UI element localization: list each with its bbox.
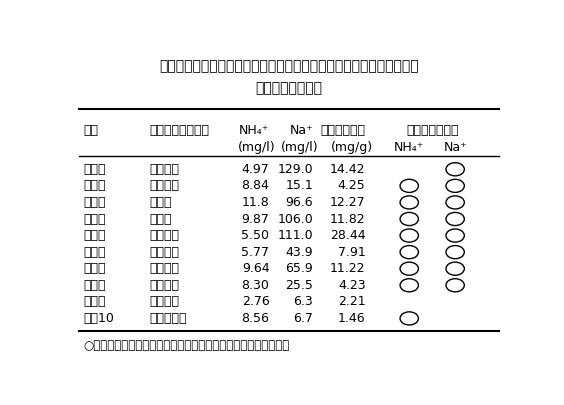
Text: 表２　アンモニウム塩処理・グルタミン酸ソーダ添加が疑われる市販: 表２ アンモニウム塩処理・グルタミン酸ソーダ添加が疑われる市販 bbox=[159, 60, 419, 73]
Text: 11.8: 11.8 bbox=[241, 196, 270, 209]
Text: 6.3: 6.3 bbox=[293, 295, 313, 308]
Text: アミノ酸: アミノ酸 bbox=[149, 278, 179, 291]
Text: (mg/l): (mg/l) bbox=[237, 141, 275, 153]
Text: 129.0: 129.0 bbox=[277, 162, 313, 175]
Text: NH₄⁺: NH₄⁺ bbox=[394, 141, 425, 153]
Text: グルタミン酸: グルタミン酸 bbox=[320, 124, 365, 136]
Text: 抹茶入り: 抹茶入り bbox=[149, 162, 179, 175]
Text: 9.64: 9.64 bbox=[242, 262, 270, 275]
Text: 28.44: 28.44 bbox=[330, 228, 365, 241]
Text: 15.1: 15.1 bbox=[285, 179, 313, 192]
Text: (mg/l): (mg/l) bbox=[281, 141, 319, 153]
Text: 7.91: 7.91 bbox=[338, 245, 365, 258]
Text: ○：アンモニウム塩処理・グルタミン酸ソーダ添加が疑われる茶: ○：アンモニウム塩処理・グルタミン酸ソーダ添加が疑われる茶 bbox=[83, 338, 290, 351]
Text: アミノ酸: アミノ酸 bbox=[149, 262, 179, 275]
Text: 111.0: 111.0 bbox=[277, 228, 313, 241]
Text: 試料６: 試料６ bbox=[83, 245, 106, 258]
Text: 抹茶入り: 抹茶入り bbox=[149, 179, 179, 192]
Text: (mg/g): (mg/g) bbox=[332, 141, 373, 153]
Text: 試料８: 試料８ bbox=[83, 278, 106, 291]
Text: 8.30: 8.30 bbox=[241, 278, 270, 291]
Text: 2.21: 2.21 bbox=[338, 295, 365, 308]
Text: 65.9: 65.9 bbox=[285, 262, 313, 275]
Text: 4.23: 4.23 bbox=[338, 278, 365, 291]
Text: 11.22: 11.22 bbox=[330, 262, 365, 275]
Text: NH₄⁺: NH₄⁺ bbox=[239, 124, 270, 136]
Text: 12.27: 12.27 bbox=[330, 196, 365, 209]
Text: 試料10: 試料10 bbox=[83, 311, 114, 324]
Text: 14.42: 14.42 bbox=[330, 162, 365, 175]
Text: 試料７: 試料７ bbox=[83, 262, 106, 275]
Text: 5.77: 5.77 bbox=[241, 245, 270, 258]
Text: 1.46: 1.46 bbox=[338, 311, 365, 324]
Text: 一切不使用: 一切不使用 bbox=[149, 311, 187, 324]
Text: 試料１: 試料１ bbox=[83, 162, 106, 175]
Text: Na⁺: Na⁺ bbox=[443, 141, 467, 153]
Text: 8.56: 8.56 bbox=[241, 311, 270, 324]
Text: 試料２: 試料２ bbox=[83, 179, 106, 192]
Text: 9.87: 9.87 bbox=[241, 212, 270, 225]
Text: 試料５: 試料５ bbox=[83, 228, 106, 241]
Text: Na⁺: Na⁺ bbox=[289, 124, 313, 136]
Text: 添加物使用の表示: 添加物使用の表示 bbox=[149, 124, 209, 136]
Text: 判　別　結　果: 判 別 結 果 bbox=[406, 124, 459, 136]
Text: 4.25: 4.25 bbox=[338, 179, 365, 192]
Text: 4.97: 4.97 bbox=[241, 162, 270, 175]
Text: 試料９: 試料９ bbox=[83, 295, 106, 308]
Text: 43.9: 43.9 bbox=[285, 245, 313, 258]
Text: 下級茶の分析結果: 下級茶の分析結果 bbox=[255, 81, 323, 95]
Text: 106.0: 106.0 bbox=[277, 212, 313, 225]
Text: 5.50: 5.50 bbox=[241, 228, 270, 241]
Text: アミノ酸: アミノ酸 bbox=[149, 228, 179, 241]
Text: 固形茶: 固形茶 bbox=[149, 196, 171, 209]
Text: 試料３: 試料３ bbox=[83, 196, 106, 209]
Text: 2.76: 2.76 bbox=[241, 295, 270, 308]
Text: 8.84: 8.84 bbox=[241, 179, 270, 192]
Text: 試料４: 試料４ bbox=[83, 212, 106, 225]
Text: 25.5: 25.5 bbox=[285, 278, 313, 291]
Text: 6.7: 6.7 bbox=[293, 311, 313, 324]
Text: アミノ酸: アミノ酸 bbox=[149, 245, 179, 258]
Text: 表示なし: 表示なし bbox=[149, 295, 179, 308]
Text: 試料: 試料 bbox=[83, 124, 99, 136]
Text: 11.82: 11.82 bbox=[330, 212, 365, 225]
Text: 96.6: 96.6 bbox=[285, 196, 313, 209]
Text: 固形茶: 固形茶 bbox=[149, 212, 171, 225]
